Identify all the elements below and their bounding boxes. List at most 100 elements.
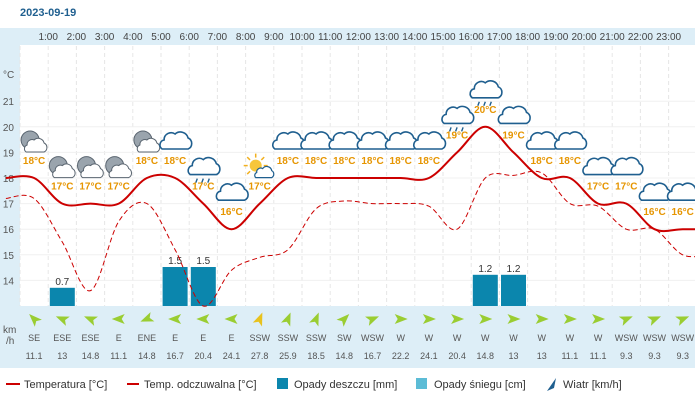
temperature-value-label: 18°C (418, 156, 440, 167)
wind-arrow-icon (451, 314, 465, 324)
rain-value-label: 0.7 (55, 277, 69, 288)
hour-label: 1:00 (38, 32, 58, 43)
y-tick-label: 20 (3, 123, 15, 134)
wind-speed-label: 20.4 (195, 351, 213, 361)
wind-arrow-icon (618, 316, 633, 326)
wind-direction-label: W (566, 333, 575, 343)
wind-arrow-icon (647, 316, 661, 326)
wind-speed-label: 22.2 (392, 351, 410, 361)
rain-bar (190, 267, 216, 306)
wind-direction-label: WSW (643, 333, 666, 343)
legend-rain-swatch (277, 378, 288, 389)
legend-rain-label: Opady deszczu [mm] (294, 379, 397, 391)
wind-direction-label: W (453, 333, 462, 343)
wind-direction-label: SSW (249, 333, 270, 343)
wind-speed-label: 9.3 (648, 351, 661, 361)
wind-speed-label: 9.3 (620, 351, 633, 361)
temperature-value-label: 17°C (587, 182, 609, 193)
temperature-value-label: 18°C (277, 156, 299, 167)
wind-unit-label-km: km (3, 325, 16, 336)
wind-speed-label: 13 (537, 351, 547, 361)
hour-label: 3:00 (95, 32, 115, 43)
wind-arrow-icon (422, 314, 436, 324)
wind-speed-label: 13 (508, 351, 518, 361)
wind-arrow-icon (675, 316, 690, 326)
hour-label: 11:00 (318, 32, 343, 43)
wind-direction-label: ENE (138, 333, 157, 343)
hour-label: 23:00 (656, 32, 681, 43)
hour-label: 9:00 (264, 32, 284, 43)
hour-label: 14:00 (402, 32, 427, 43)
feels-like-line (5, 170, 695, 307)
wind-arrow-icon (111, 314, 125, 324)
rain-bar (162, 267, 188, 306)
moon-cloudy-icon (133, 130, 161, 153)
hour-label: 2:00 (67, 32, 87, 43)
wind-direction-label: W (537, 333, 546, 343)
hour-label: 5:00 (151, 32, 171, 43)
moon-cloudy-icon (77, 156, 104, 179)
wind-arrow-icon (535, 314, 549, 324)
temperature-value-label: 17°C (79, 182, 101, 193)
legend-temperature-label: Temperatura [°C] (24, 379, 107, 391)
rain-bar (472, 274, 498, 306)
wind-arrow-icon (365, 316, 379, 326)
wind-speed-label: 14.8 (138, 351, 156, 361)
hour-label: 10:00 (289, 32, 314, 43)
temperature-value-label: 16°C (643, 207, 665, 218)
temperature-value-label: 18°C (333, 156, 355, 167)
legend-wind-arrow-icon (547, 378, 556, 391)
wind-speed-label: 16.7 (364, 351, 382, 361)
wind-direction-label: ESE (53, 333, 71, 343)
hour-label: 6:00 (179, 32, 199, 43)
rain-value-label: 1.2 (507, 264, 521, 275)
moon-cloudy-icon (20, 130, 48, 153)
wind-direction-label: W (481, 333, 490, 343)
wind-direction-label: SW (337, 333, 352, 343)
wind-direction-label: W (425, 333, 434, 343)
hour-label: 21:00 (600, 32, 625, 43)
wind-arrow-icon (280, 312, 291, 327)
moon-cloudy-icon (105, 156, 132, 179)
wind-speed-label: 24.1 (420, 351, 438, 361)
wind-arrow-icon (507, 314, 521, 324)
temperature-value-label: 18°C (23, 156, 45, 167)
temperature-value-label: 20°C (474, 105, 496, 116)
hour-label: 20:00 (571, 32, 596, 43)
temp-unit-label: °C (3, 70, 14, 81)
wind-speed-label: 14.8 (82, 351, 100, 361)
wind-direction-label: SSW (306, 333, 327, 343)
wind-arrow-icon (563, 314, 577, 324)
wind-speed-label: 13 (57, 351, 67, 361)
legend-snow-label: Opady śniegu [cm] (434, 379, 526, 391)
wind-arrow-icon (479, 314, 493, 324)
temperature-value-label: 17°C (192, 182, 214, 193)
temperature-value-label: 19°C (502, 130, 524, 141)
wind-arrow-icon (140, 312, 155, 322)
y-tick-label: 14 (3, 276, 15, 287)
y-tick-label: 15 (3, 251, 15, 262)
temperature-value-label: 18°C (164, 156, 186, 167)
wind-arrow-icon (394, 314, 408, 324)
wind-direction-label: WSW (671, 333, 694, 343)
sun-cloud-icon (243, 153, 275, 179)
wind-arrow-icon (196, 314, 210, 324)
legend-snow-swatch (416, 378, 427, 389)
wind-direction-label: E (172, 333, 178, 343)
hour-label: 22:00 (628, 32, 653, 43)
date-label: 2023-09-19 (20, 7, 76, 19)
wind-arrow-icon (592, 314, 606, 324)
rain-value-label: 1.5 (196, 256, 210, 267)
wind-arrow-icon (309, 312, 319, 327)
legend: Temperatura [°C] Temp. odczuwalna [°C] O… (6, 378, 622, 391)
wind-arrow-icon (168, 314, 182, 324)
wind-speed-label: 27.8 (251, 351, 269, 361)
temperature-value-label: 17°C (108, 182, 130, 193)
wind-direction-label: ESE (81, 333, 99, 343)
wind-direction-label: SE (28, 333, 40, 343)
cloud-rain-icon (469, 80, 503, 107)
legend-wind-label: Wiatr [km/h] (563, 379, 622, 391)
wind-direction-label: WSW (361, 333, 384, 343)
temperature-value-label: 18°C (531, 156, 553, 167)
